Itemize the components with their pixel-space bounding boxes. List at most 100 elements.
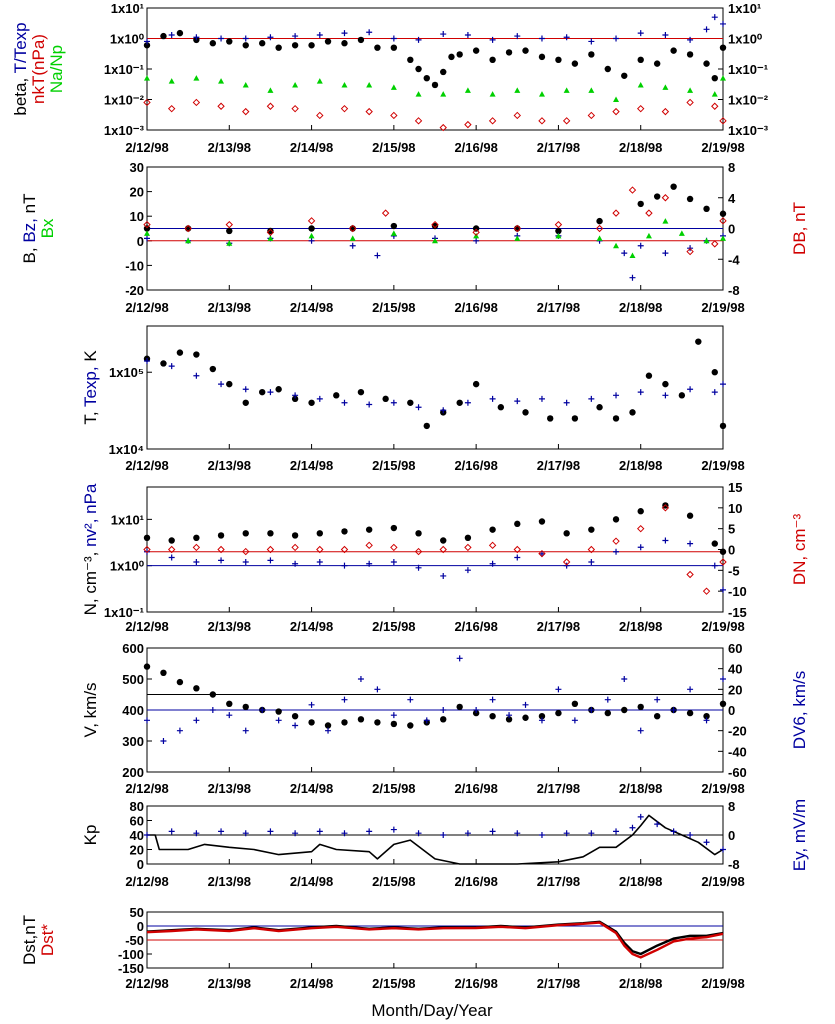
axis-label-part: Bx	[38, 218, 57, 238]
x-tick-label: 2/18/98	[619, 300, 662, 315]
x-tick-label: 2/19/98	[701, 140, 744, 155]
data-point	[538, 35, 545, 42]
data-point	[407, 56, 414, 64]
data-point	[365, 107, 373, 116]
data-point	[291, 104, 299, 113]
data-point	[686, 98, 694, 107]
data-point	[670, 828, 677, 835]
y-tick-label-right: 60	[728, 641, 742, 656]
data-point	[654, 696, 661, 703]
x-tick-label: 2/16/98	[454, 458, 497, 473]
data-point	[176, 29, 184, 37]
x-tick-label: 2/19/98	[701, 300, 744, 315]
y-tick-label-right: 4	[728, 191, 736, 206]
x-tick-label: 2/13/98	[208, 976, 251, 991]
y-tick-label: 1x10¹	[111, 1, 144, 16]
x-tick-label: 2/17/98	[537, 140, 580, 155]
data-point	[407, 722, 414, 729]
data-point	[143, 663, 151, 670]
data-point	[209, 365, 217, 373]
data-point	[366, 828, 373, 835]
data-point	[522, 409, 529, 416]
data-point	[711, 540, 718, 547]
data-point	[218, 828, 225, 835]
data-point	[703, 60, 710, 67]
data-point	[604, 65, 611, 73]
data-point	[662, 250, 669, 257]
data-point	[571, 717, 578, 724]
data-point	[144, 38, 150, 45]
axis-label: Bx	[38, 218, 57, 238]
data-point	[333, 392, 340, 399]
data-point	[703, 717, 710, 724]
data-point	[489, 713, 496, 720]
y-tick-label: 1x10⁻²	[104, 93, 145, 108]
data-point	[488, 541, 497, 550]
data-point	[316, 32, 323, 39]
data-point	[613, 828, 620, 835]
series-t-texp	[144, 14, 726, 45]
data-point	[505, 49, 513, 56]
data-point	[341, 528, 348, 535]
data-point	[390, 111, 398, 120]
data-point	[464, 399, 471, 406]
data-point	[259, 40, 266, 47]
data-point	[687, 686, 694, 693]
data-point	[143, 98, 151, 107]
data-point	[472, 47, 480, 54]
data-point	[719, 700, 727, 707]
data-point	[686, 570, 694, 579]
data-point	[703, 713, 710, 720]
data-point	[341, 830, 348, 837]
data-point	[168, 554, 175, 561]
data-point	[341, 30, 348, 37]
x-tick-label: 2/15/98	[372, 781, 415, 796]
data-point	[711, 240, 719, 248]
data-point	[612, 107, 620, 116]
data-point	[209, 707, 216, 713]
data-point	[440, 91, 447, 97]
data-point	[514, 33, 521, 40]
series-kp	[147, 814, 724, 865]
data-point	[489, 395, 496, 402]
data-point	[489, 36, 496, 43]
data-point	[316, 111, 324, 120]
data-point	[308, 42, 315, 49]
data-point	[588, 87, 595, 93]
data-point	[193, 717, 200, 724]
x-tick-label: 2/19/98	[701, 976, 744, 991]
data-point	[514, 235, 521, 241]
series-dst	[146, 920, 724, 956]
data-point	[555, 686, 562, 693]
data-point	[514, 830, 521, 837]
series-bx	[144, 218, 726, 259]
data-point	[662, 392, 669, 399]
data-point	[160, 738, 167, 744]
data-point	[686, 247, 694, 256]
data-point	[489, 828, 496, 835]
data-point	[719, 422, 727, 430]
panel-density: 1x10¹ 1x10⁰ 1x10⁻¹ 15 10 5 0 -5 -10 -15 2/12/98 2/1…	[81, 480, 809, 634]
x-tick-label: 2/12/98	[125, 781, 168, 796]
data-point	[374, 44, 381, 51]
x-tick-label: 2/13/98	[208, 300, 251, 315]
data-point	[514, 554, 521, 561]
data-point	[596, 235, 603, 241]
data-point	[218, 381, 225, 388]
data-point	[324, 38, 332, 45]
data-point	[628, 186, 637, 194]
data-point	[308, 701, 315, 708]
data-point	[242, 830, 249, 837]
data-point	[703, 26, 710, 33]
x-tick-label: 2/14/98	[290, 140, 333, 155]
panels: 1x10¹1x10⁰1x10⁻¹1x10⁻²1x10⁻³1x10¹1x10⁰1x…	[11, 1, 809, 991]
data-point	[366, 81, 373, 88]
data-point	[538, 549, 546, 558]
data-point	[390, 44, 398, 51]
panel-magnetic-field: 30 20 10 0 -10 -20 8 4 0 -4 -8 2/12/98 2/13/98 2/14/9…	[20, 160, 809, 315]
x-tick-label: 2/14/98	[290, 619, 333, 634]
data-point	[637, 81, 644, 88]
data-point	[538, 53, 546, 61]
data-point	[341, 40, 348, 47]
axis-label: DN, cm⁻³	[790, 514, 809, 586]
